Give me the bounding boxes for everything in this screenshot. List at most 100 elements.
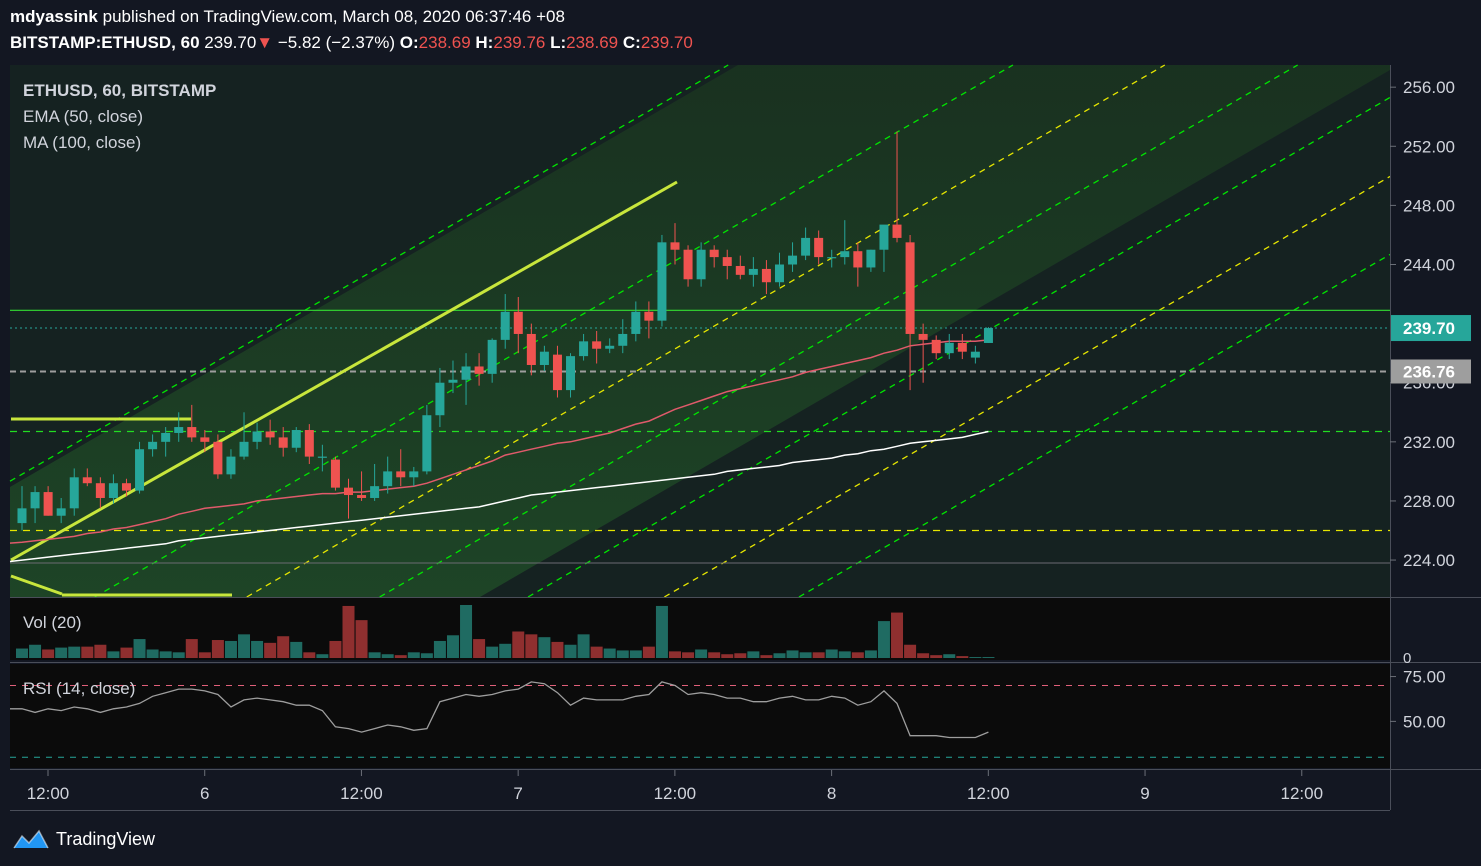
channel-fill	[10, 65, 1390, 597]
open-label: O:	[399, 33, 419, 52]
rsi-pane[interactable]: RSI (14, close)	[10, 664, 1390, 768]
volume-bar	[172, 652, 185, 658]
brand-name: TradingView	[56, 828, 156, 849]
marked-level-badge	[1391, 359, 1471, 384]
channel-line[interactable]	[664, 175, 1391, 598]
volume-bar	[486, 646, 499, 658]
candle-body	[187, 427, 197, 438]
last-price-label: 239.70	[1403, 319, 1455, 338]
horizontal-levels[interactable]	[10, 309, 1390, 564]
author-name[interactable]: mdyassink	[10, 7, 98, 26]
volume-bar	[825, 649, 838, 658]
candle-body	[814, 237, 824, 258]
volume-bar	[446, 635, 459, 658]
price-legend: ETHUSD, 60, BITSTAMP EMA (50, close) MA …	[23, 81, 216, 152]
candle-body	[278, 437, 288, 448]
candle-body	[866, 249, 876, 268]
rsi-axis[interactable]: 75.00 50.00	[1390, 668, 1446, 732]
price-tick-label: 224.00	[1403, 551, 1455, 570]
rsi-legend: RSI (14, close)	[23, 679, 135, 698]
candle-body	[370, 486, 380, 498]
candle-body	[513, 311, 523, 334]
volume-bar	[629, 650, 642, 658]
candle-body	[121, 483, 131, 491]
volume-bar	[107, 651, 120, 658]
volume-bar	[760, 655, 773, 658]
short-trendline[interactable]	[10, 574, 63, 596]
candle-body	[82, 477, 92, 484]
candle-body	[69, 477, 79, 509]
volume-bar	[577, 634, 590, 658]
volume-bar	[133, 639, 146, 658]
tradingview-branding[interactable]: TradingView	[12, 826, 155, 852]
channel-line[interactable]	[94, 64, 1014, 598]
candle-body	[853, 251, 863, 268]
candle-body	[774, 264, 784, 283]
volume-bar	[277, 636, 290, 658]
trend-lines[interactable]	[10, 180, 678, 597]
ema-legend: EMA (50, close)	[23, 107, 143, 126]
volume-bar	[669, 651, 681, 658]
volume-bar	[982, 657, 995, 658]
volume-bar	[198, 652, 211, 658]
candle-body	[761, 268, 771, 283]
price-tick-label: 256.00	[1403, 78, 1455, 97]
volume-bar	[407, 652, 420, 658]
volume-bar	[603, 648, 616, 658]
candle-body	[944, 342, 954, 354]
price-tick-label: 252.00	[1403, 137, 1455, 156]
candle-body	[409, 471, 419, 478]
candle-body	[735, 265, 745, 275]
volume-bar	[799, 652, 812, 658]
last-price-badge	[1391, 315, 1471, 342]
candle-body	[200, 437, 210, 442]
price-axis[interactable]: 256.00252.00248.00244.00236.00232.00228.…	[1390, 78, 1471, 570]
volume-bar	[642, 646, 655, 658]
volume-zero-label: 0	[1403, 650, 1411, 667]
candle-body	[879, 224, 889, 250]
price-change: −5.82 (−2.37%)	[277, 33, 396, 52]
volume-bar	[473, 639, 486, 658]
volume-bar	[525, 634, 538, 658]
candle-body	[252, 431, 262, 442]
volume-bar	[394, 655, 407, 658]
time-axis[interactable]: 12:00 6 12:00 7 12:00 8 12:00 9 12:00	[27, 770, 1323, 803]
close-label: C:	[622, 33, 641, 52]
candle-body	[918, 333, 928, 340]
volume-bar	[55, 647, 68, 658]
volume-bar	[238, 634, 251, 658]
candle-body	[43, 492, 53, 516]
volume-pane[interactable]: Vol (20)	[10, 598, 1390, 660]
open-value: 238.69	[418, 33, 471, 52]
candle-body	[605, 345, 615, 349]
volume-bar	[969, 657, 982, 658]
volume-bar	[721, 654, 734, 658]
ma-legend: MA (100, close)	[23, 133, 141, 152]
channel-line[interactable]	[798, 253, 1391, 598]
volume-axis[interactable]: 0	[1403, 650, 1411, 667]
volume-bar	[956, 656, 969, 658]
volume-bar	[316, 654, 329, 658]
price-pane[interactable]: ETHUSD, 60, BITSTAMP EMA (50, close) MA …	[9, 64, 1391, 598]
channel-line[interactable]	[246, 64, 1166, 598]
volume-bar	[917, 653, 930, 658]
candle-body	[461, 366, 471, 380]
volume-bar	[773, 653, 786, 658]
time-tick-label: 7	[513, 784, 522, 803]
candle-body	[840, 251, 850, 258]
candle-body	[670, 242, 680, 250]
volume-bar	[185, 639, 198, 658]
pitchfork-channel[interactable]	[9, 64, 1391, 598]
low-value: 238.69	[566, 33, 619, 52]
rsi-tick-label: 50.00	[1403, 712, 1446, 731]
candle-body	[500, 311, 510, 340]
time-tick-label: 9	[1140, 784, 1149, 803]
channel-line[interactable]	[379, 64, 1298, 598]
time-tick-label: 6	[200, 784, 209, 803]
rsi-tick-label: 75.00	[1403, 668, 1446, 687]
candle-body	[644, 311, 654, 321]
volume-bar	[708, 652, 721, 658]
volume-bar	[838, 651, 851, 658]
main-trendline[interactable]	[10, 180, 678, 562]
